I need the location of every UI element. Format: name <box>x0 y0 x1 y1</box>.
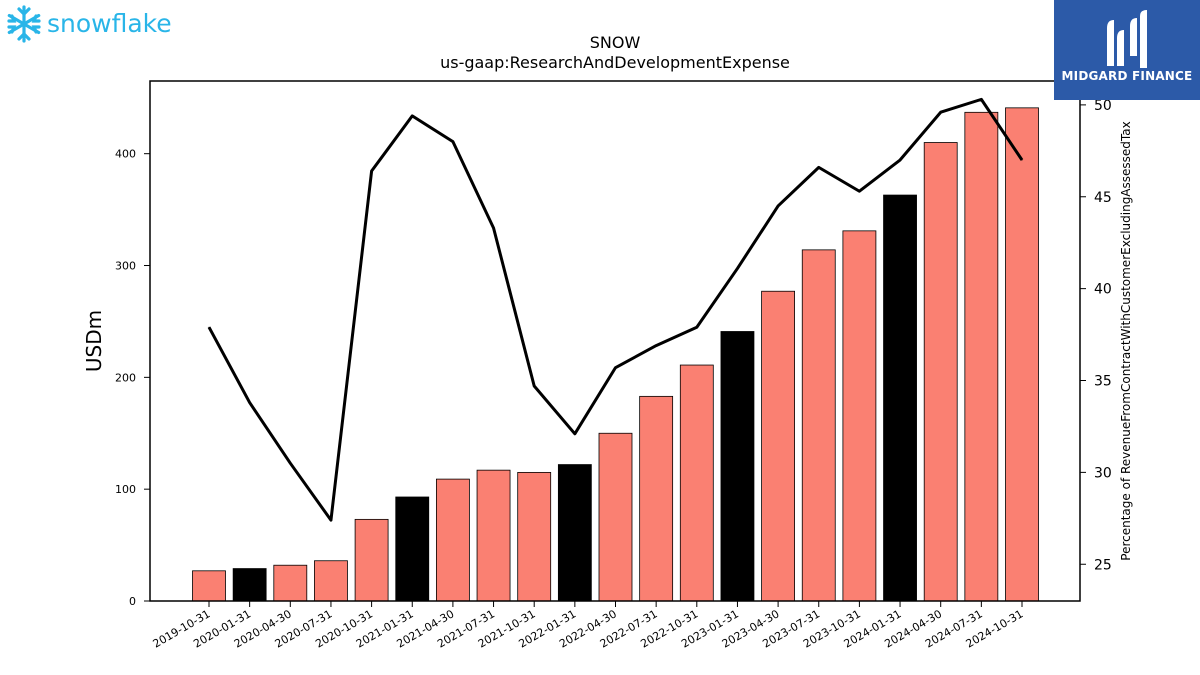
line-point-2021-01-31 <box>411 115 413 117</box>
y-tick-label: 100 <box>115 483 136 496</box>
y2-tick-label: 25 <box>1094 557 1112 573</box>
bar-2019-10-31 <box>192 570 226 602</box>
bar-2021-01-31 <box>395 496 430 602</box>
x-axis: 2019-10-312020-01-312020-04-302020-07-31… <box>151 601 1026 651</box>
publisher-logo-icon <box>1107 10 1147 68</box>
bar-2024-01-31 <box>883 194 917 602</box>
y-tick-label: 0 <box>129 595 136 608</box>
line-point-2022-04-30 <box>615 367 616 369</box>
y2-tick-label: 35 <box>1094 374 1112 390</box>
line-point-2024-04-30 <box>940 111 942 113</box>
bar-2022-07-31 <box>639 395 674 602</box>
y2-tick-label: 30 <box>1094 465 1112 481</box>
y-tick-label: 300 <box>115 260 136 273</box>
y-axis-title: USDm <box>82 310 106 372</box>
line-point-2023-01-31 <box>736 267 738 269</box>
publisher-badge: MIDGARD FINANCE <box>1054 0 1200 100</box>
line-point-2024-01-31 <box>899 159 901 161</box>
line-point-2022-10-31 <box>696 326 698 328</box>
bar-2021-04-30 <box>435 478 470 602</box>
y2-axis-title: Percentage of RevenueFromContractWithCus… <box>1119 121 1133 560</box>
line-point-2023-04-30 <box>777 205 779 207</box>
bar-series <box>192 107 1039 602</box>
line-point-2020-07-31 <box>330 519 332 521</box>
bar-2024-07-31 <box>964 111 999 602</box>
line-point-2021-04-30 <box>452 141 454 143</box>
publisher-name: MIDGARD FINANCE <box>1061 69 1193 83</box>
y-tick-label: 200 <box>115 371 136 384</box>
bar-2023-10-31 <box>842 230 877 602</box>
y2-tick-label: 45 <box>1094 190 1112 206</box>
y2-tick-label: 50 <box>1094 98 1112 114</box>
line-point-2023-07-31 <box>818 166 820 168</box>
line-point-2022-07-31 <box>655 345 657 347</box>
left-y-axis: 0 100 200 300 400 <box>115 148 150 608</box>
line-point-2020-01-31 <box>249 402 251 404</box>
bar-2020-04-30 <box>273 564 308 602</box>
bar-2020-10-31 <box>354 518 389 602</box>
line-point-2020-10-31 <box>371 170 373 172</box>
bar-2022-04-30 <box>598 432 633 602</box>
chart-subtitle: us-gaap:ResearchAndDevelopmentExpense <box>440 53 790 72</box>
bar-2021-07-31 <box>476 469 511 602</box>
y-tick-label: 400 <box>115 148 136 161</box>
bar-2022-10-31 <box>679 364 714 602</box>
right-y-axis: 25 30 35 40 45 50 <box>1080 98 1112 573</box>
bar-2020-01-31 <box>232 568 267 602</box>
bar-2020-07-31 <box>314 560 348 602</box>
snowflake-icon <box>7 5 41 43</box>
line-point-2019-10-31 <box>208 326 210 328</box>
y2-tick-label: 40 <box>1094 282 1112 298</box>
line-point-2021-07-31 <box>493 227 495 229</box>
line-point-2023-10-31 <box>858 190 860 192</box>
line-point-2022-01-31 <box>574 433 576 435</box>
bar-2023-04-30 <box>761 290 795 602</box>
line-point-2024-10-31 <box>1021 159 1023 161</box>
line-point-2020-04-30 <box>289 462 291 464</box>
chart-title: SNOW <box>590 33 641 52</box>
bar-2023-01-31 <box>720 331 755 602</box>
bar-2022-01-31 <box>557 464 592 602</box>
bar-2021-10-31 <box>517 471 552 602</box>
line-point-2024-07-31 <box>980 98 982 100</box>
bar-2024-10-31 <box>1005 107 1039 602</box>
bar-2023-07-31 <box>801 249 836 602</box>
bar-2024-04-30 <box>923 142 958 602</box>
line-series <box>207 97 1024 522</box>
company-logo: snowflake <box>7 5 172 43</box>
company-logo-text: snowflake <box>47 9 172 38</box>
line-point-2021-10-31 <box>533 385 535 387</box>
